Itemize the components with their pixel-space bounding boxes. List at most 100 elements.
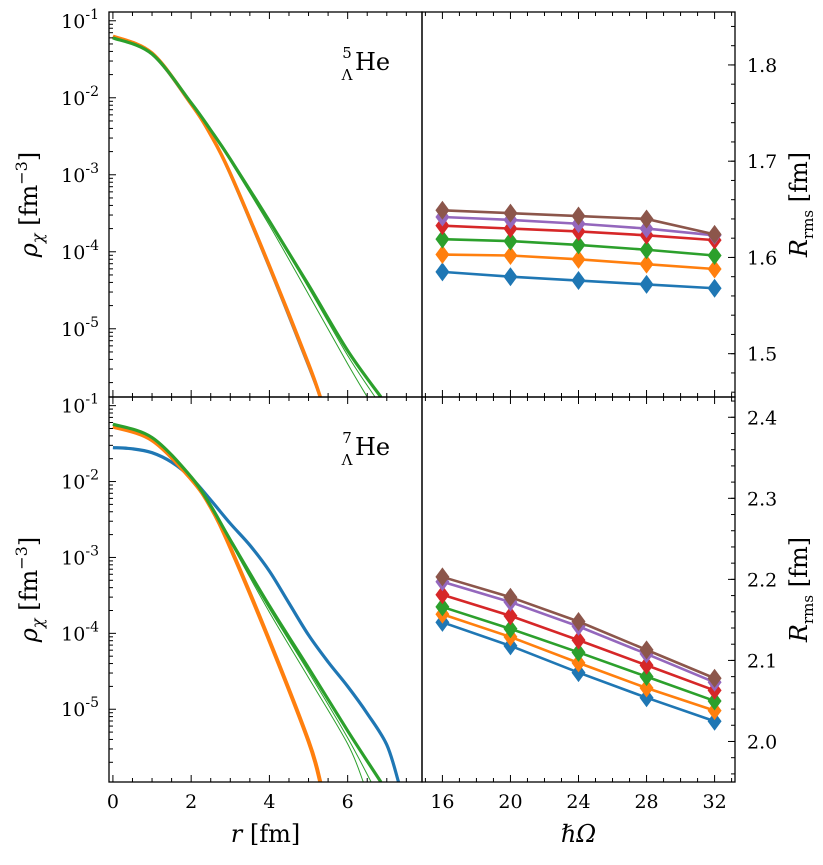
- y-tick-label: 10-3: [61, 161, 99, 187]
- series-green-thin-1-line: [112, 37, 368, 397]
- x-tick-label: 20: [498, 791, 522, 813]
- curves: [112, 34, 383, 397]
- nucleus-mass-number: 5: [342, 44, 352, 62]
- data-point: [707, 668, 722, 688]
- x-tick-label: 16: [430, 791, 454, 813]
- axes-frame-top-right: [421, 11, 736, 398]
- series-green-thin-1-line: [112, 423, 364, 782]
- data-point: [435, 585, 450, 605]
- data-point: [435, 597, 450, 617]
- y-tick-label: 10-5: [61, 695, 99, 721]
- data-point: [707, 259, 722, 279]
- x-tick-label: 0: [107, 791, 119, 813]
- y-tick-label: 10-4: [61, 619, 99, 645]
- data-point: [571, 612, 586, 632]
- y-tick-label: 2.4: [747, 407, 777, 429]
- series-brown: [435, 200, 722, 244]
- data-point: [707, 246, 722, 266]
- x-axis-label: ℏΩ: [561, 820, 596, 848]
- panel-bottom-right: 16 20 24 28 32 ℏΩ 2.0 2.1 2.2 2.3 2.4 Rrms [fm]: [424, 397, 817, 848]
- data-point: [503, 619, 518, 639]
- y-tick-label: 10-2: [61, 468, 99, 494]
- data-point: [571, 642, 586, 662]
- y-tick-label: 2.3: [747, 488, 777, 510]
- y-tick-label: 10-5: [61, 315, 99, 341]
- y-tick-label: 2.2: [747, 569, 777, 591]
- y-tick-label: 1.5: [747, 344, 777, 366]
- series-orange-line: [112, 424, 323, 782]
- data-point: [503, 231, 518, 251]
- y-tick-label: 1.8: [747, 55, 777, 77]
- data-point: [639, 640, 654, 660]
- nucleus-lambda-symbol: Λ: [341, 451, 353, 469]
- y-axis-label: Rrms [fm]: [785, 537, 817, 643]
- y-tick-label: 1.6: [747, 247, 777, 269]
- y-axis-label: Rrms [fm]: [785, 152, 817, 258]
- data-point: [639, 219, 654, 239]
- data-point: [707, 278, 722, 298]
- curves: [112, 422, 401, 782]
- series-green: [435, 229, 722, 266]
- data-point: [639, 688, 654, 708]
- data-point: [639, 254, 654, 274]
- data-point: [503, 267, 518, 287]
- data-point: [571, 206, 586, 226]
- data-point: [707, 701, 722, 721]
- data-point: [707, 711, 722, 731]
- data-point: [571, 663, 586, 683]
- y-tick-label: 2.0: [747, 731, 777, 753]
- data-point: [639, 209, 654, 229]
- series-orange: [435, 245, 722, 279]
- data-point: [639, 678, 654, 698]
- data-point: [571, 235, 586, 255]
- y-tick-label: 10-1: [61, 392, 99, 418]
- series-green-thin-2-line: [112, 423, 372, 782]
- x-tick-label: 2: [185, 791, 197, 813]
- x-tick-label: 24: [566, 791, 590, 813]
- x-tick-label: 4: [263, 791, 275, 813]
- data-point: [503, 203, 518, 223]
- series-brown: [435, 567, 722, 688]
- series-green-thick-line: [112, 422, 383, 782]
- panel-top-right: 1.5 1.6 1.7 1.8 Rrms [fm]: [424, 12, 817, 397]
- series-orange-line: [112, 34, 322, 397]
- data-point: [571, 630, 586, 650]
- nucleus-mass-number: 7: [342, 429, 352, 447]
- data-point: [639, 667, 654, 687]
- nucleus-lambda-symbol: Λ: [341, 66, 353, 84]
- nucleus-element: He: [355, 48, 390, 76]
- x-tick-label: 32: [702, 791, 726, 813]
- x-axis-label: r [fm]: [231, 820, 300, 848]
- data-point: [639, 240, 654, 260]
- y-tick-label: 10-3: [61, 543, 99, 569]
- panel-top-left: 10-1 10-2 10-3 10-4 10-5 ρχ [fm−3] 5 Λ He: [12, 7, 407, 397]
- data-point: [707, 224, 722, 244]
- data-point: [571, 271, 586, 291]
- y-tick-label: 10-2: [61, 84, 99, 110]
- y-tick-label: 10-4: [61, 238, 99, 264]
- data-point: [503, 246, 518, 266]
- nucleus-element: He: [355, 433, 390, 461]
- data-point: [503, 587, 518, 607]
- y-tick-label: 1.7: [747, 151, 777, 173]
- y-tick-label: 10-1: [61, 7, 99, 33]
- data-point: [639, 655, 654, 675]
- data-point: [435, 200, 450, 220]
- series-gray-line: [112, 35, 322, 397]
- y-axis-label: ρχ [fm−3]: [12, 537, 47, 643]
- data-point: [707, 691, 722, 711]
- data-point: [435, 567, 450, 587]
- series-red: [435, 585, 722, 700]
- data-point: [639, 274, 654, 294]
- x-tick-label: 28: [634, 791, 658, 813]
- panel-bottom-left: 10-1 10-2 10-3 10-4 10-5 0 2 4 6 r [fm] ρχ [fm−3] 7…: [12, 392, 407, 848]
- y-axis-label: ρχ [fm−3]: [12, 152, 47, 258]
- data-point: [435, 229, 450, 249]
- data-point: [571, 249, 586, 269]
- x-tick-label: 6: [342, 791, 354, 813]
- data-point: [435, 245, 450, 265]
- series-green-thick-line: [112, 36, 383, 397]
- series-green: [435, 597, 722, 711]
- axes-frame-bottom-right: [421, 396, 736, 783]
- series-blue: [435, 262, 722, 298]
